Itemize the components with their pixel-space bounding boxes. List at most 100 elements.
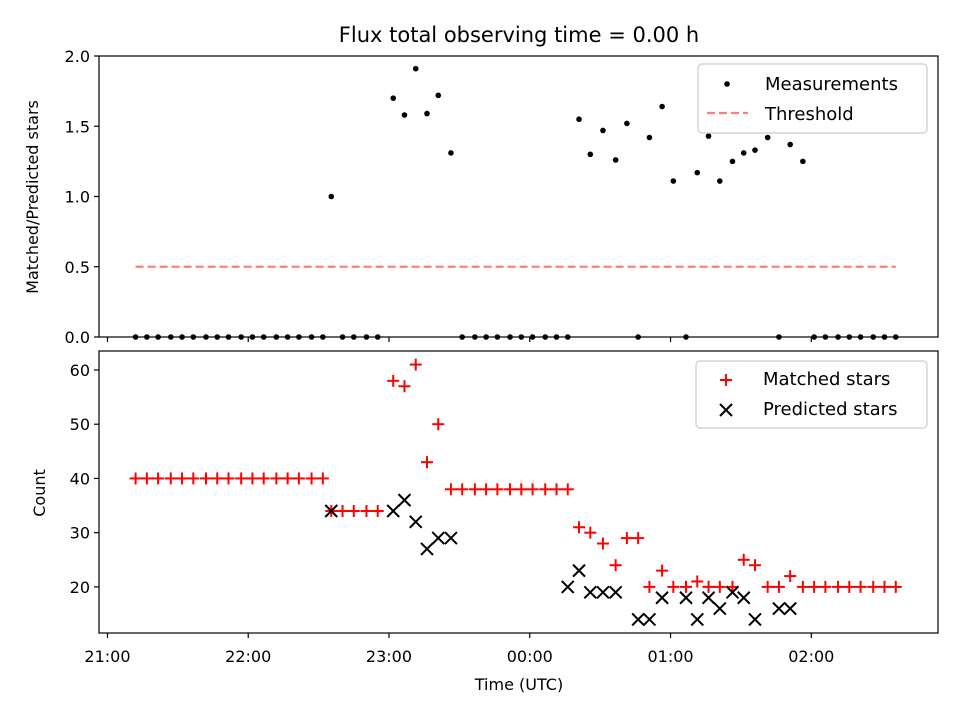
predicted-star-point: [631, 612, 645, 627]
predicted-star-point: [431, 531, 445, 545]
predicted-star-point: [324, 504, 338, 518]
top-y-tick-label: 1.5: [65, 117, 90, 136]
matched-star-point: [691, 575, 704, 588]
matched-star-point: [444, 483, 457, 496]
matched-star-point: [281, 472, 294, 485]
measurement-point: [424, 110, 430, 117]
measurement-point: [612, 157, 619, 163]
x-tick-label: 00:00: [507, 647, 553, 666]
matched-star-point: [187, 472, 200, 485]
matched-star-point: [761, 580, 774, 593]
matched-star-point: [129, 472, 142, 485]
matched-star-point: [573, 521, 586, 534]
matched-star-point: [305, 472, 318, 485]
matched-star-point: [398, 380, 411, 393]
matched-star-point: [748, 559, 761, 572]
matched-star-point: [584, 526, 597, 539]
bottom-y-tick-label: 50: [70, 415, 90, 434]
legend-predicted-marker: [719, 403, 733, 417]
matched-star-point: [726, 580, 739, 593]
top-panel: 0.00.51.01.52.0 Matched/Predicted stars …: [23, 47, 939, 347]
predicted-star-point: [561, 580, 575, 594]
matched-star-point: [550, 483, 563, 496]
measurement-point: [435, 92, 442, 99]
matched-star-point: [292, 472, 305, 485]
legend-predicted-label: Predicted stars: [763, 399, 897, 420]
bottom-panel-data: [129, 358, 902, 627]
measurement-point: [412, 65, 419, 72]
matched-star-point: [409, 358, 422, 371]
bottom-y-axis-label: Count: [30, 469, 49, 517]
matched-star-point: [632, 532, 645, 545]
predicted-star-point: [596, 585, 610, 600]
top-y-axis-label: Matched/Predicted stars: [23, 100, 42, 294]
predicted-star-point: [737, 591, 751, 605]
predicted-star-point: [386, 504, 400, 518]
measurement-point: [740, 150, 747, 156]
matched-star-point: [164, 472, 177, 485]
bottom-legend-box: [695, 360, 928, 429]
top-y-tick-label: 0.0: [65, 328, 90, 347]
x-tick-label: 02:00: [788, 647, 834, 666]
matched-star-point: [270, 472, 283, 485]
top-legend-box: [697, 63, 928, 134]
predicted-star-point: [608, 585, 623, 600]
measurement-point: [328, 193, 335, 200]
predicted-star-point: [444, 531, 458, 545]
matched-star-point: [257, 472, 270, 485]
matched-star-point: [347, 504, 360, 517]
matched-star-point: [539, 483, 552, 496]
top-y-tick-label: 1.0: [65, 188, 90, 207]
measurement-point: [787, 141, 793, 148]
predicted-star-point: [655, 591, 669, 605]
matched-star-point: [667, 580, 680, 593]
legend-matched-label: Matched stars: [763, 369, 890, 390]
measurement-point: [729, 158, 736, 165]
top-y-tick-label: 0.5: [65, 258, 90, 277]
matched-star-point: [526, 483, 539, 496]
matched-star-point: [561, 483, 574, 496]
predicted-star-point: [572, 563, 586, 578]
matched-star-point: [819, 580, 832, 593]
predicted-star-point: [701, 591, 716, 605]
bottom-panel: 20 30 40 50 60 21:00 22:00 23:00 00:00 01:00 02:0…: [30, 350, 939, 694]
measurement-point: [600, 127, 606, 134]
matched-star-point: [480, 483, 493, 496]
matched-star-point: [211, 472, 224, 485]
x-tick-label: 21:00: [84, 647, 130, 666]
measurement-point: [624, 120, 630, 127]
matched-star-point: [371, 504, 384, 517]
matched-star-point: [504, 483, 517, 496]
matched-star-point: [515, 483, 528, 496]
measurement-point: [752, 147, 758, 153]
matched-star-point: [420, 456, 433, 469]
predicted-star-point: [783, 601, 797, 616]
measurement-point: [390, 95, 397, 101]
predicted-star-point: [583, 585, 598, 600]
measurement-point: [401, 112, 408, 118]
predicted-star-point: [409, 515, 423, 529]
measurement-point: [646, 134, 653, 141]
x-axis-label: Time (UTC): [474, 675, 563, 694]
matched-star-point: [737, 553, 750, 566]
matched-star-point: [843, 580, 856, 593]
measurement-point: [587, 151, 594, 158]
measurement-point: [717, 178, 723, 184]
predicted-star-point: [397, 493, 412, 507]
matched-star-point: [432, 418, 445, 431]
legend-measurements-marker: [724, 81, 730, 87]
matched-star-point: [808, 580, 821, 593]
measurement-point: [800, 158, 806, 165]
matched-star-point: [316, 472, 329, 485]
measurement-point: [576, 116, 582, 123]
matched-star-point: [596, 537, 609, 550]
top-panel-x-ticks: [106, 337, 812, 342]
matched-star-point: [235, 472, 248, 485]
top-panel-y-ticks: 0.0 0.5 1.0 1.5 2.0: [65, 47, 99, 347]
bottom-panel-y-ticks: 20 30 40 50 60: [70, 361, 99, 597]
matched-star-point: [491, 483, 504, 496]
bottom-y-tick-label: 20: [70, 578, 90, 597]
bottom-y-tick-label: 40: [70, 469, 90, 488]
matched-star-point: [643, 580, 656, 593]
